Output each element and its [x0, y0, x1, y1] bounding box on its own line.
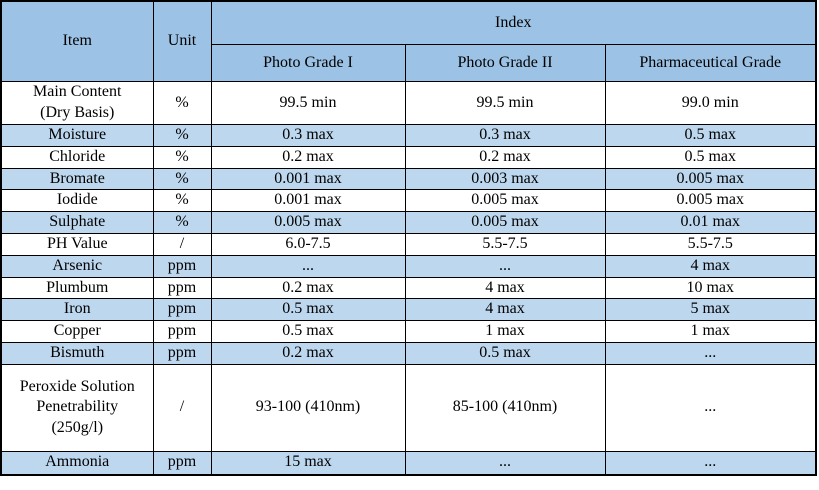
value-cell: 0.2 max — [210, 276, 406, 300]
value-cell: 5.5-7.5 — [604, 232, 817, 256]
table-row: PH Value/6.0-7.5 5.5-7.5 5.5-7.5 — [0, 232, 817, 256]
value-cell: 99.5 min — [210, 81, 406, 125]
unit-cell: / — [152, 363, 212, 452]
item-cell: Chloride — [0, 145, 154, 169]
value-cell: 99.0 min — [604, 81, 817, 125]
table-row: Ammonia ppm 15 max...... — [0, 450, 817, 476]
value-cell: 0.3 max — [404, 124, 606, 147]
value-cell: ... — [404, 254, 606, 278]
value-cell: 0.003 max — [404, 167, 606, 191]
table-row: Plumbum ppm 0.2 max 4 max 10 max — [0, 276, 817, 300]
unit-cell: ppm — [152, 320, 212, 343]
table-row: Bismuth ppm 0.2 max 0.5 max... — [0, 341, 817, 365]
value-cell: 0.5 max — [604, 124, 817, 147]
value-cell: 1 max — [604, 320, 817, 343]
table-row: Iron ppm 0.5 max 4 max 5 max — [0, 298, 817, 322]
unit-cell: % — [152, 81, 212, 125]
value-cell: 5 max — [604, 298, 817, 322]
value-cell: 0.5 max — [210, 298, 406, 322]
item-cell: PH Value — [0, 232, 154, 256]
value-cell: 0.001 max — [210, 167, 406, 191]
value-cell: 4 max — [404, 276, 606, 300]
unit-cell: % — [152, 124, 212, 147]
value-cell: 5.5-7.5 — [404, 232, 606, 256]
spec-table: Item Unit Index Photo Grade I Photo Grad… — [0, 0, 817, 476]
value-cell: 85-100 (410nm) — [404, 363, 606, 452]
header-row-grades: Photo Grade I Photo Grade II Pharmaceuti… — [1, 44, 817, 82]
table-row: Chloride% 0.2 max 0.2 max 0.5 max — [0, 145, 817, 169]
item-cell: Iron — [0, 298, 154, 322]
value-cell: ... — [210, 254, 406, 278]
item-cell: Bismuth — [0, 341, 154, 365]
value-cell: 99.5 min — [404, 81, 606, 125]
value-cell: 0.5 max — [404, 341, 606, 365]
value-cell: 10 max — [604, 276, 817, 300]
table-row: Main Content (Dry Basis)% 99.5 min 99.5 mi… — [0, 81, 817, 125]
header-row-top: Item Unit Index — [0, 0, 817, 82]
unit-cell: % — [152, 211, 212, 234]
header-grade-photo-2: Photo Grade II — [404, 44, 606, 82]
value-cell: 0.005 max — [404, 211, 606, 234]
header-grade-photo-1: Photo Grade I — [210, 44, 406, 82]
value-cell: 0.5 max — [210, 320, 406, 343]
value-cell: 0.3 max — [210, 124, 406, 147]
header-grade-pharmaceutical: Pharmaceutical Grade — [604, 44, 817, 82]
item-cell: Moisture — [0, 124, 154, 147]
value-cell: 0.005 max — [604, 189, 817, 213]
table-row: Bromate% 0.001 max 0.003 max 0.005 max — [0, 167, 817, 191]
table-row: Copper ppm 0.5 max 1 max 1 max — [0, 320, 817, 343]
value-cell: 6.0-7.5 — [210, 232, 406, 256]
unit-cell: ppm — [152, 276, 212, 300]
item-cell: Peroxide Solution Penetrability (250g/l) — [0, 363, 154, 452]
value-cell: ... — [604, 363, 817, 452]
value-cell: ... — [404, 450, 606, 476]
item-cell: Sulphate — [0, 211, 154, 234]
header-index: Index — [210, 0, 817, 45]
value-cell: 0.2 max — [210, 145, 406, 169]
item-cell: Main Content (Dry Basis) — [0, 81, 154, 125]
value-cell: 0.2 max — [210, 341, 406, 365]
unit-cell: % — [152, 189, 212, 213]
value-cell: 0.01 max — [604, 211, 817, 234]
table-row: Peroxide Solution Penetrability (250g/l)… — [0, 363, 817, 452]
value-cell: ... — [604, 341, 817, 365]
value-cell: 0.001 max — [210, 189, 406, 213]
value-cell: 0.005 max — [404, 189, 606, 213]
item-cell: Ammonia — [0, 450, 154, 476]
item-cell: Plumbum — [0, 276, 154, 300]
value-cell: 0.2 max — [404, 145, 606, 169]
value-cell: 4 max — [404, 298, 606, 322]
value-cell: 0.5 max — [604, 145, 817, 169]
value-cell: 93-100 (410nm) — [210, 363, 406, 452]
value-cell: 0.005 max — [604, 167, 817, 191]
value-cell: 15 max — [210, 450, 406, 476]
header-item: Item — [0, 0, 154, 82]
unit-cell: ppm — [152, 298, 212, 322]
item-cell: Copper — [0, 320, 154, 343]
item-cell: Bromate — [0, 167, 154, 191]
table-row: Iodide% 0.001 max 0.005 max 0.005 max — [0, 189, 817, 213]
unit-cell: ppm — [152, 450, 212, 476]
value-cell: 4 max — [604, 254, 817, 278]
header-unit: Unit — [152, 0, 212, 82]
unit-cell: % — [152, 167, 212, 191]
value-cell: ... — [604, 450, 817, 476]
table-row: Arsenic ppm...... 4 max — [0, 254, 817, 278]
item-cell: Arsenic — [0, 254, 154, 278]
item-cell: Iodide — [0, 189, 154, 213]
unit-cell: ppm — [152, 254, 212, 278]
unit-cell: / — [152, 232, 212, 256]
table-row: Sulphate% 0.005 max 0.005 max 0.01 max — [0, 211, 817, 234]
unit-cell: % — [152, 145, 212, 169]
unit-cell: ppm — [152, 341, 212, 365]
value-cell: 1 max — [404, 320, 606, 343]
value-cell: 0.005 max — [210, 211, 406, 234]
table-row: Moisture% 0.3 max 0.3 max 0.5 max — [0, 124, 817, 147]
